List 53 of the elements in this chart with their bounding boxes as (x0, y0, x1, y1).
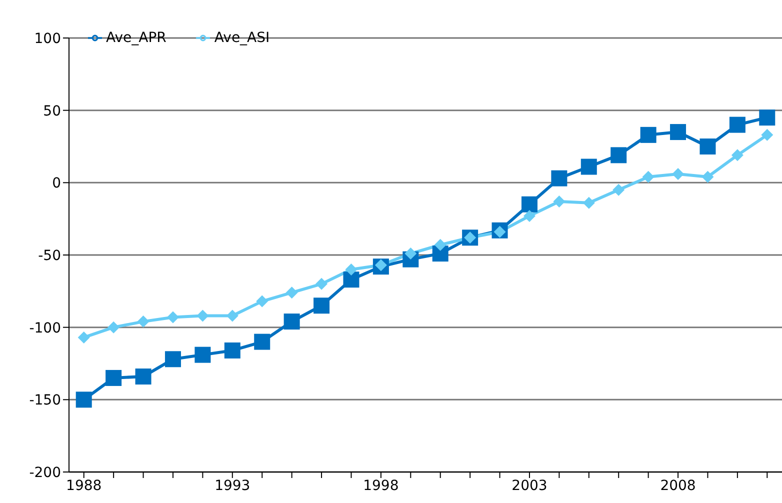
point (523, 210, 536, 222)
point (551, 170, 568, 186)
y-tick-label: 50 (43, 103, 61, 120)
point (553, 195, 566, 208)
y-tick-label: -200 (29, 464, 61, 481)
point (78, 331, 90, 344)
point (284, 314, 300, 330)
point (640, 126, 656, 143)
point (670, 124, 686, 140)
point (314, 298, 330, 314)
point (731, 149, 744, 162)
y-tick-label: 100 (34, 30, 61, 47)
point (761, 128, 774, 141)
point (521, 196, 538, 212)
point (672, 168, 684, 180)
point (286, 286, 298, 299)
point (700, 138, 716, 154)
legend-label: Ave_APR (106, 30, 166, 46)
point (76, 392, 92, 408)
point (224, 342, 240, 358)
point (137, 316, 150, 328)
y-tick-label: -150 (29, 392, 61, 409)
x-tick-label: 2008 (660, 478, 696, 494)
point (729, 116, 746, 133)
point (343, 272, 360, 288)
point (226, 310, 238, 322)
point (759, 110, 776, 126)
point (345, 263, 358, 276)
y-tick-label: -100 (29, 320, 61, 336)
point (108, 321, 120, 334)
point (316, 278, 328, 290)
point (196, 310, 209, 322)
point (610, 147, 627, 164)
point (256, 295, 268, 308)
point (164, 351, 181, 368)
point (580, 158, 597, 175)
x-tick-label: 1988 (66, 478, 102, 494)
x-tick-label: 2003 (512, 478, 548, 494)
point (434, 238, 446, 251)
point (582, 196, 595, 209)
point (106, 370, 122, 386)
point (612, 184, 625, 196)
x-tick-label: 1993 (214, 478, 250, 494)
point (702, 170, 714, 183)
point (254, 334, 270, 350)
point (135, 368, 152, 385)
legend-label: Ave_ASI (214, 30, 270, 46)
y-tick-label: 0 (52, 176, 61, 192)
x-tick-label: 1998 (363, 478, 399, 494)
point (642, 170, 654, 183)
point (194, 346, 211, 363)
point (166, 311, 179, 324)
y-tick-label: -50 (38, 248, 61, 264)
